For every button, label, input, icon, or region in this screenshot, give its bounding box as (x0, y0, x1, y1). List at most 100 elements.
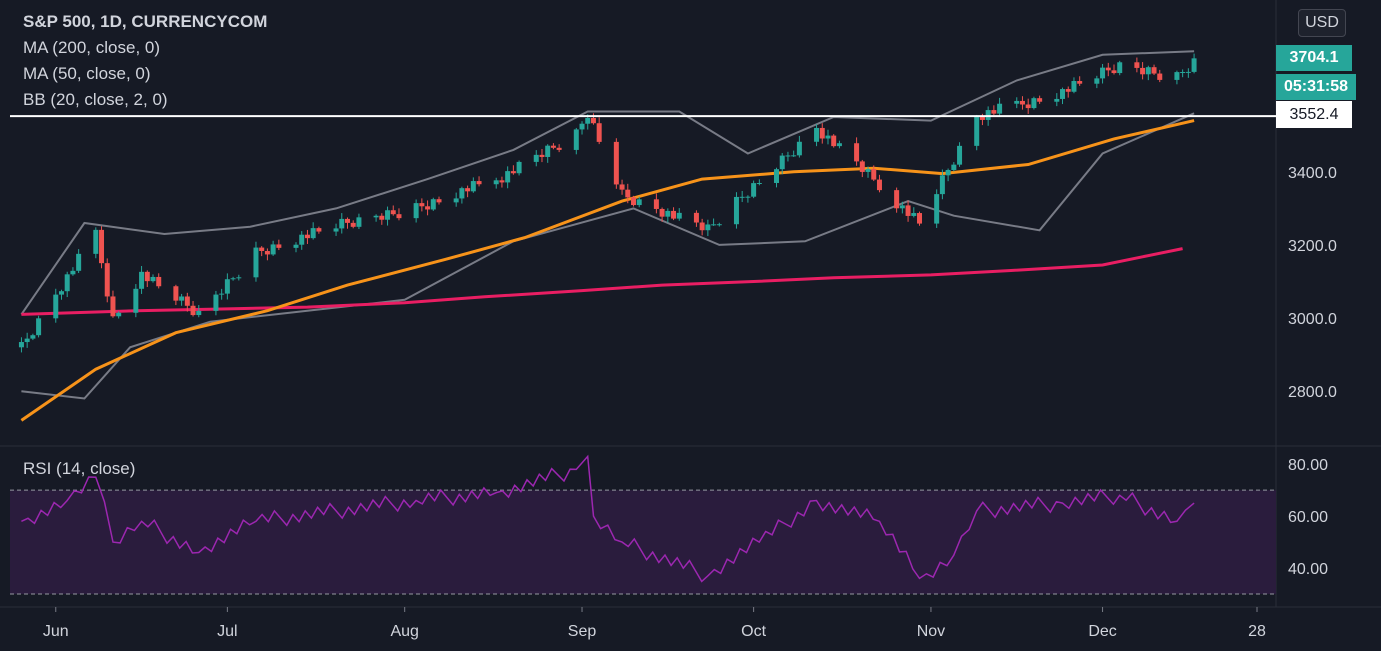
legend-ma50[interactable]: MA (50, close, 0) (23, 64, 151, 83)
candle-body (190, 305, 196, 316)
candle-body (974, 116, 980, 146)
candle-body (470, 181, 476, 192)
candle-body (339, 218, 345, 229)
candle-body (476, 181, 482, 185)
candle-body (1060, 89, 1066, 99)
candle-body (997, 103, 1003, 114)
candle-body (419, 203, 425, 207)
candle-body (230, 278, 236, 280)
rsi-tick-label: 60.00 (1288, 509, 1328, 526)
rsi-legend[interactable]: RSI (14, close) (23, 459, 136, 478)
candle-body (819, 127, 825, 139)
candle-body (236, 277, 242, 279)
candle-body (596, 123, 602, 142)
candle-body (373, 215, 379, 218)
candle-body (1174, 72, 1180, 80)
candle-body (934, 194, 940, 224)
candle-body (385, 210, 391, 220)
candle-body (1157, 73, 1163, 80)
legend-bb[interactable]: BB (20, close, 2, 0) (23, 90, 168, 109)
candle-body (310, 228, 316, 239)
candle-body (1037, 98, 1043, 102)
countdown-badge: 05:31:58 (1276, 74, 1356, 100)
time-tick-label: Jun (43, 623, 69, 640)
candle-body (865, 169, 871, 172)
candle-body (899, 205, 905, 209)
candle-body (264, 251, 270, 255)
candle-body (836, 143, 842, 147)
candle-body (796, 141, 802, 156)
bb-upper-line (20, 50, 1195, 315)
candle-body (30, 335, 36, 339)
candle-body (745, 196, 751, 198)
candle-body (979, 116, 985, 120)
candle-body (58, 291, 64, 295)
candle-body (1134, 62, 1140, 68)
candle-body (93, 229, 99, 254)
candle-body (1145, 67, 1151, 75)
price-tick-label: 2800.0 (1288, 384, 1337, 401)
candle-body (1151, 67, 1157, 74)
candle-body (751, 183, 757, 197)
candle-body (785, 155, 791, 157)
candle-body (430, 199, 436, 210)
candle-body (859, 161, 865, 172)
candle-body (625, 189, 631, 198)
currency-button[interactable]: USD (1298, 9, 1346, 37)
candle-body (699, 222, 705, 231)
candle-body (156, 276, 162, 287)
candle-body (613, 141, 619, 185)
candle-body (459, 188, 465, 199)
candle-body (631, 197, 636, 206)
candle-body (64, 274, 70, 292)
candle-body (390, 210, 396, 215)
line-price-badge: 3552.4 (1276, 101, 1352, 128)
candle-body (779, 155, 785, 170)
candle-body (545, 145, 551, 157)
candle-body (1025, 104, 1031, 109)
candle-body (36, 318, 42, 336)
candle-body (876, 179, 882, 191)
candle-body (173, 286, 179, 301)
candle-body (791, 155, 797, 157)
candle-body (533, 154, 539, 162)
candle-body (150, 276, 156, 282)
candle-body (179, 296, 185, 301)
candle-body (270, 244, 276, 255)
candle-body (825, 135, 831, 139)
rsi-band (10, 489, 1276, 595)
moving-averages (20, 119, 1195, 422)
candle-body (18, 342, 24, 348)
candle-body (253, 247, 259, 278)
time-tick-label: Oct (741, 623, 766, 640)
candle-body (196, 310, 202, 316)
legend-ma200[interactable]: MA (200, close, 0) (23, 38, 161, 57)
candle-body (1054, 98, 1060, 102)
candle-body (144, 271, 150, 282)
candle-body (1019, 100, 1025, 105)
candle-body (705, 224, 711, 231)
candle-body (671, 210, 677, 219)
candle-body (871, 169, 877, 180)
candle-body (1071, 81, 1077, 92)
candle-body (299, 234, 305, 245)
candle-body (579, 123, 585, 130)
candle-body (1077, 81, 1083, 84)
candle-body (665, 210, 671, 217)
candle-body (259, 247, 265, 252)
candle-body (379, 215, 385, 220)
candle-body (293, 244, 299, 248)
ma200-line (21, 247, 1183, 316)
candle-body (905, 205, 911, 216)
last-price-badge: 3704.1 (1276, 45, 1352, 71)
candle-body (716, 224, 722, 226)
candle-body (590, 118, 596, 124)
rsi-tick-label: 80.00 (1288, 457, 1328, 474)
rsi-band-fill (10, 490, 1276, 595)
candle-body (436, 199, 442, 203)
candle-body (356, 217, 362, 227)
candles (18, 53, 1197, 353)
candle-body (653, 199, 659, 209)
